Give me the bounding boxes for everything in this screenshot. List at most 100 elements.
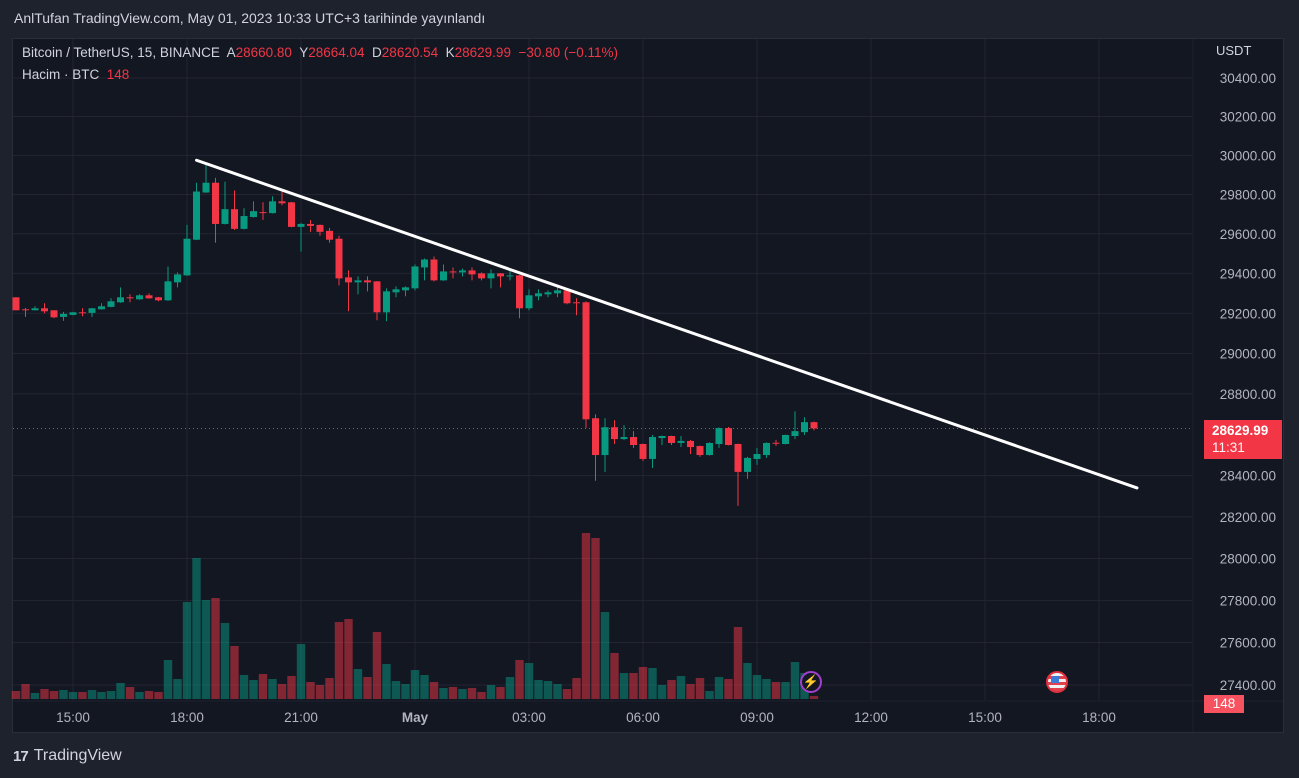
- candle-down: [592, 418, 599, 456]
- price-tick-label: 29000.00: [1220, 346, 1276, 361]
- volume-bar: [391, 681, 401, 699]
- candle-down: [126, 297, 134, 299]
- open-value: 28660.80: [235, 45, 292, 60]
- candle-down: [696, 446, 704, 456]
- volume-bar: [781, 682, 790, 699]
- volume-bar: [11, 691, 21, 699]
- symbol-legend: Bitcoin / TetherUS, 15, BINANCE A28660.8…: [22, 45, 618, 60]
- candle-up: [744, 457, 751, 472]
- volume-title[interactable]: Hacim · BTC: [22, 67, 100, 82]
- time-tick-label: 09:00: [740, 710, 774, 725]
- candle-down: [79, 312, 86, 314]
- candle-down: [155, 297, 162, 301]
- volume-bar: [790, 662, 800, 699]
- low-value: 28620.54: [381, 45, 439, 60]
- volume-bar: [591, 538, 600, 699]
- price-tick-label: 27400.00: [1220, 678, 1276, 693]
- volume-bar: [553, 684, 562, 699]
- currency-label[interactable]: USDT: [1216, 43, 1252, 58]
- volume-bar: [638, 667, 648, 699]
- volume-bar: [220, 623, 230, 699]
- candle-up: [31, 308, 39, 311]
- volume-bar: [752, 675, 762, 699]
- candle-up: [183, 238, 191, 276]
- candle-down: [668, 436, 675, 443]
- volume-bar: [676, 676, 686, 699]
- volume-bar: [724, 679, 733, 699]
- brand-name: TradingView: [33, 747, 122, 764]
- volume-bar: [705, 691, 714, 699]
- volume-bar: [420, 675, 429, 699]
- candle-up: [193, 191, 200, 240]
- volume-bar: [173, 679, 182, 699]
- candle-down: [573, 302, 580, 304]
- volume-bar: [401, 684, 410, 699]
- time-tick-label: 03:00: [512, 710, 546, 725]
- trend-line[interactable]: [195, 158, 1139, 490]
- candle-up: [354, 280, 362, 283]
- volume-bar: [695, 678, 705, 699]
- high-value: 28664.04: [308, 45, 365, 60]
- publication-caption: AnlTufan TradingView.com, May 01, 2023 1…: [14, 10, 486, 26]
- volume-bar: [334, 622, 344, 699]
- last-volume-label: 148: [1204, 695, 1244, 713]
- symbol-name[interactable]: Bitcoin / TetherUS, 15, BINANCE: [22, 45, 220, 60]
- volume-bar: [534, 680, 543, 699]
- volume-bar: [125, 687, 135, 699]
- volume-bar: [619, 673, 629, 699]
- volume-bar: [657, 685, 667, 699]
- candle-up: [88, 308, 96, 313]
- volume-bar: [648, 668, 657, 699]
- volume-bar: [524, 663, 534, 699]
- candle-up: [782, 434, 789, 444]
- lightning-icon[interactable]: ⚡: [800, 671, 822, 693]
- candle-up: [677, 440, 685, 443]
- volume-bar: [97, 692, 106, 699]
- open-label: A: [226, 45, 236, 60]
- high-label: Y: [299, 45, 309, 60]
- candle-up: [715, 428, 723, 444]
- candle-down: [316, 224, 324, 232]
- candle-down: [12, 297, 20, 311]
- candle-up: [791, 431, 799, 437]
- candle-up: [383, 291, 390, 313]
- candle-down: [50, 310, 58, 318]
- volume-bar: [30, 693, 40, 699]
- candle-down: [468, 270, 476, 275]
- volume-bar: [154, 692, 163, 699]
- volume-bar: [477, 692, 486, 699]
- volume-bar: [429, 682, 439, 699]
- volume-bar: [239, 675, 249, 699]
- candle-up: [164, 281, 172, 301]
- chart-frame[interactable]: [12, 38, 1284, 733]
- time-tick-label: 06:00: [626, 710, 660, 725]
- candle-up: [402, 287, 409, 291]
- price-tick-label: 29400.00: [1220, 266, 1276, 281]
- candle-down: [687, 440, 694, 448]
- volume-bar: [230, 646, 239, 699]
- candle-up: [601, 427, 609, 456]
- candle-up: [69, 312, 77, 315]
- candle-down: [449, 271, 457, 273]
- candle-up: [487, 273, 495, 279]
- candle-up: [221, 209, 229, 224]
- candle-down: [212, 182, 219, 224]
- candle-down: [630, 437, 637, 446]
- candle-up: [706, 442, 713, 456]
- candle-up: [250, 211, 257, 218]
- volume-bar: [410, 670, 420, 699]
- volume-bar: [49, 691, 59, 699]
- volume-bar: [78, 692, 87, 699]
- candle-down: [307, 223, 314, 226]
- time-tick-label: 15:00: [968, 710, 1002, 725]
- candle-down: [611, 427, 618, 440]
- volume-bar: [296, 644, 306, 699]
- candle-up: [506, 275, 514, 277]
- volume-bar: [192, 558, 201, 699]
- candle-down: [734, 443, 742, 472]
- volume-bar: [87, 690, 97, 699]
- us-flag-icon[interactable]: [1046, 671, 1068, 693]
- price-tick-label: 27600.00: [1220, 636, 1276, 651]
- time-tick-label: 18:00: [1082, 710, 1116, 725]
